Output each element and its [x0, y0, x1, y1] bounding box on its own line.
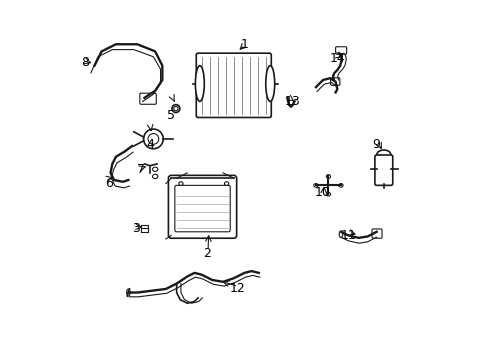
Text: 4: 4 [145, 138, 153, 151]
Ellipse shape [152, 167, 158, 171]
Text: 3: 3 [131, 222, 139, 235]
Ellipse shape [152, 174, 158, 179]
Text: 12: 12 [229, 283, 244, 296]
Ellipse shape [338, 184, 343, 187]
Text: 14: 14 [329, 52, 345, 65]
Text: 2: 2 [203, 247, 210, 260]
FancyBboxPatch shape [371, 229, 381, 238]
Text: 7: 7 [137, 163, 144, 176]
FancyBboxPatch shape [196, 53, 271, 117]
Text: 6: 6 [104, 177, 112, 190]
Ellipse shape [325, 175, 330, 178]
FancyBboxPatch shape [175, 185, 230, 232]
Ellipse shape [265, 66, 274, 102]
Text: 5: 5 [167, 109, 175, 122]
Text: 9: 9 [372, 138, 380, 151]
Ellipse shape [313, 184, 317, 187]
Ellipse shape [143, 129, 163, 149]
FancyBboxPatch shape [168, 175, 236, 238]
FancyBboxPatch shape [335, 47, 346, 54]
Ellipse shape [224, 182, 228, 185]
Text: 8: 8 [81, 55, 89, 69]
Ellipse shape [339, 231, 342, 238]
FancyBboxPatch shape [374, 155, 392, 185]
Ellipse shape [148, 134, 159, 144]
Text: 10: 10 [314, 186, 330, 199]
Ellipse shape [126, 289, 130, 296]
Ellipse shape [195, 66, 204, 102]
Ellipse shape [325, 193, 330, 196]
Ellipse shape [172, 105, 180, 112]
FancyBboxPatch shape [140, 93, 156, 104]
Text: 11: 11 [340, 229, 355, 242]
FancyBboxPatch shape [330, 78, 339, 85]
Ellipse shape [376, 150, 390, 160]
Ellipse shape [173, 107, 178, 111]
Text: 13: 13 [285, 95, 300, 108]
Text: 1: 1 [240, 38, 248, 51]
Ellipse shape [179, 182, 183, 185]
